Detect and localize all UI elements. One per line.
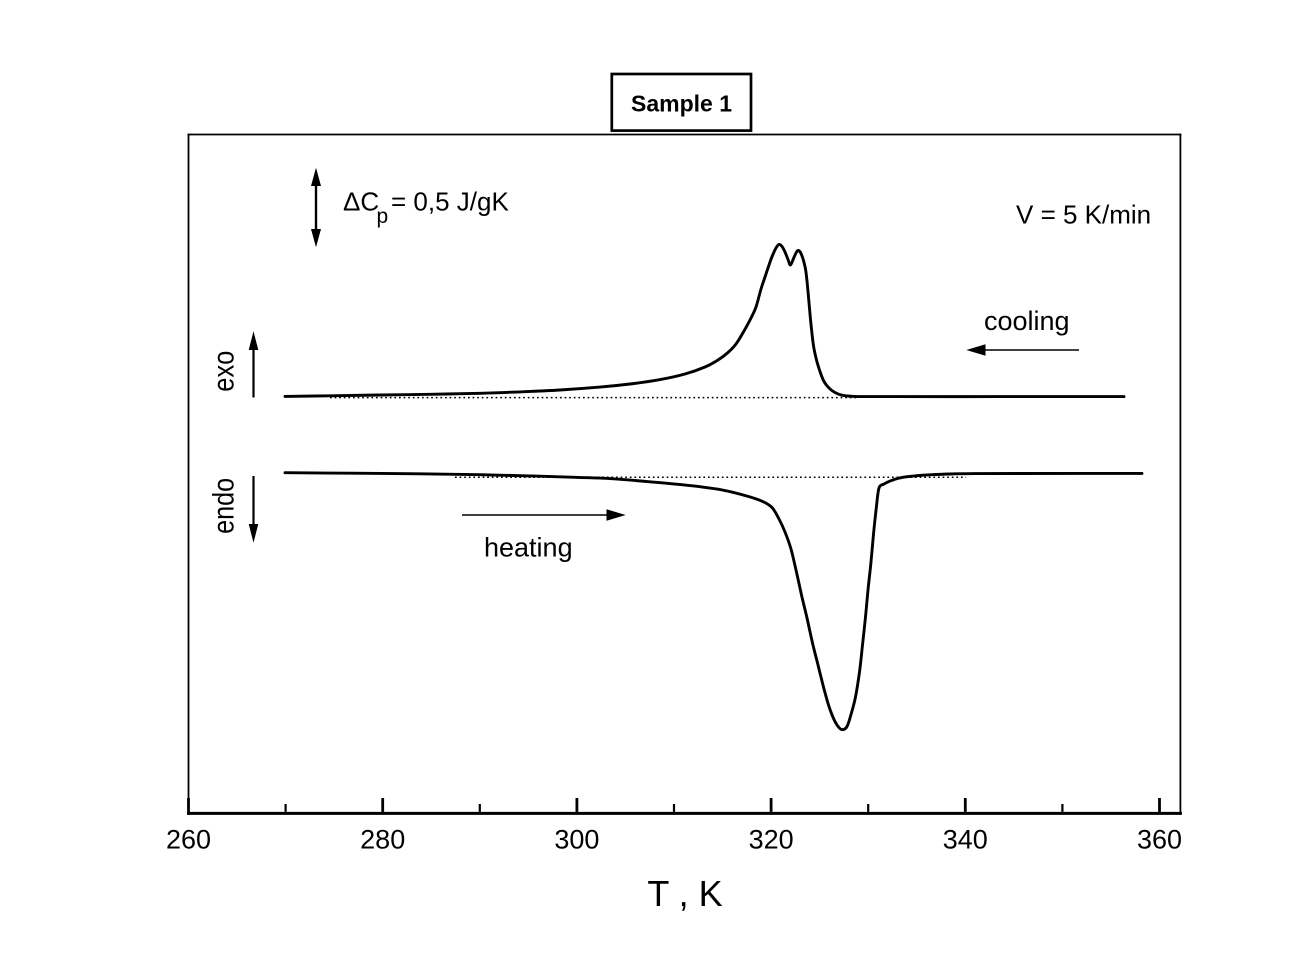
svg-text:p: p — [377, 205, 389, 228]
svg-text:cooling: cooling — [984, 306, 1070, 336]
svg-text:= 0,5 J/gK: = 0,5 J/gK — [391, 187, 509, 217]
svg-text:300: 300 — [554, 825, 599, 855]
svg-text:280: 280 — [360, 825, 405, 855]
svg-text:heating: heating — [484, 533, 573, 563]
svg-text:260: 260 — [166, 825, 211, 855]
svg-text:V = 5 K/min: V = 5 K/min — [1016, 200, 1151, 230]
svg-text:exo: exo — [208, 351, 241, 392]
svg-text:endo: endo — [208, 478, 241, 534]
svg-text:340: 340 — [943, 825, 988, 855]
svg-text:320: 320 — [749, 825, 794, 855]
svg-text:360: 360 — [1137, 825, 1182, 855]
svg-text:Sample 1: Sample 1 — [631, 90, 732, 116]
svg-text:ΔC: ΔC — [343, 187, 379, 217]
svg-text:T , K: T , K — [647, 873, 722, 914]
